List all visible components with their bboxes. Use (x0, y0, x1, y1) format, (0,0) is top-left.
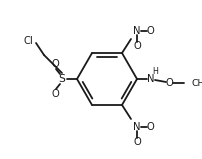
Text: O: O (133, 41, 141, 51)
Text: O: O (146, 122, 154, 132)
Text: H: H (152, 68, 158, 76)
Text: O: O (165, 78, 173, 88)
Text: O: O (133, 137, 141, 147)
Text: Cl: Cl (23, 36, 33, 46)
Text: CH₃: CH₃ (192, 79, 202, 87)
Text: N: N (147, 74, 155, 84)
Text: O: O (146, 26, 154, 36)
Text: O: O (51, 89, 59, 99)
Text: N: N (133, 26, 141, 36)
Text: O: O (51, 59, 59, 69)
Text: N: N (133, 122, 141, 132)
Text: S: S (59, 74, 65, 84)
